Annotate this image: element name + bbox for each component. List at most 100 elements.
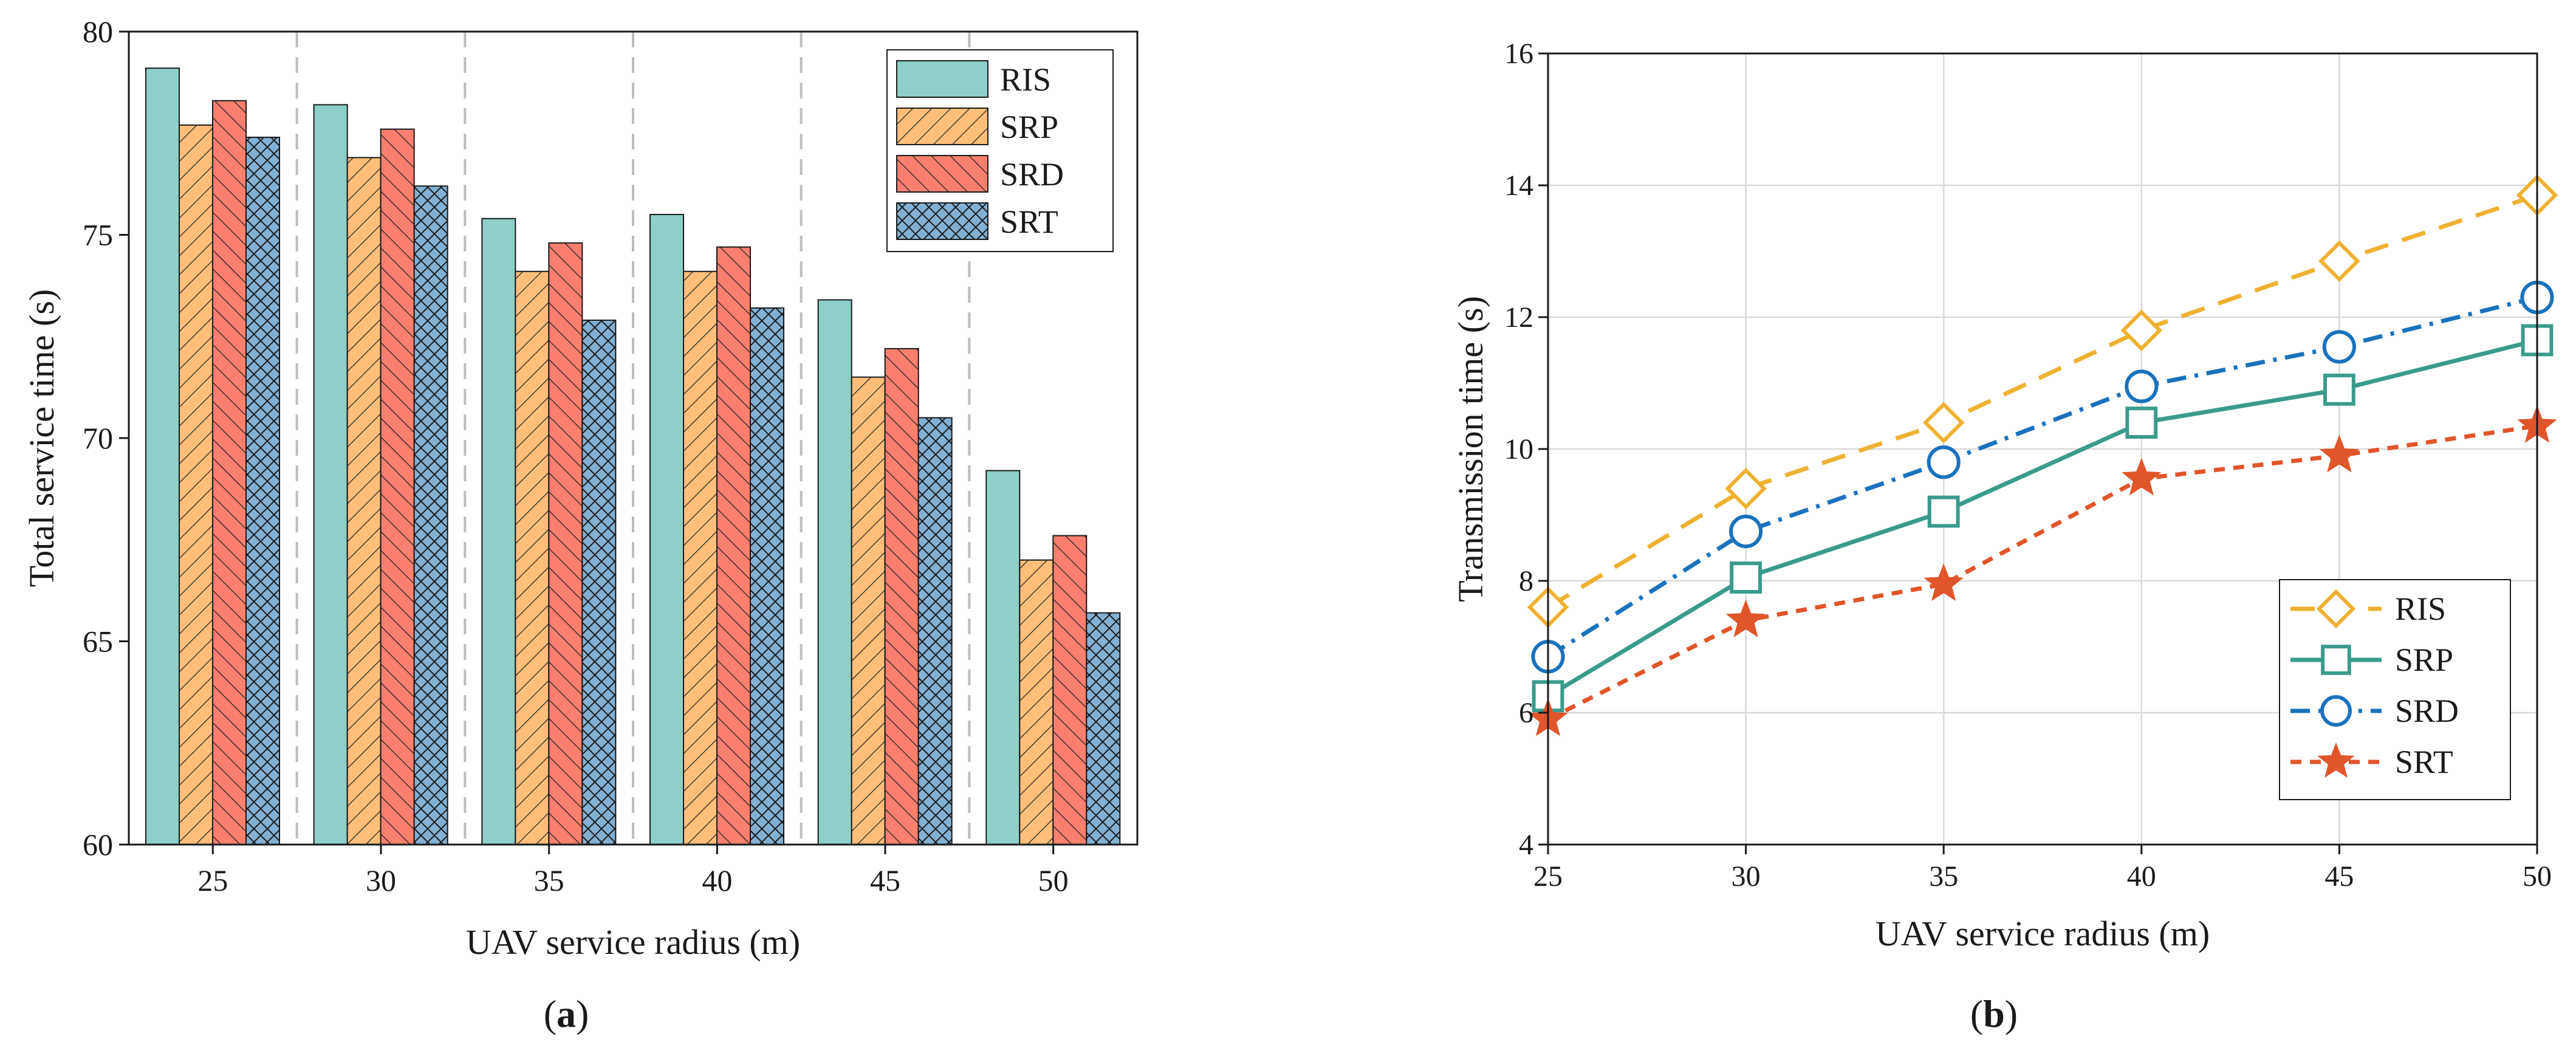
legend-entry-srd: SRD — [896, 155, 1064, 193]
series-ris — [1527, 174, 2558, 628]
bar-fill — [649, 214, 684, 845]
category-separators — [295, 32, 971, 845]
bar-ris-25 — [145, 67, 180, 846]
legend: RIS SRP SRD SRT — [886, 49, 1114, 252]
y-tick-label: 65 — [83, 625, 113, 659]
marker-square — [2323, 373, 2355, 406]
y-tick-label: 70 — [83, 421, 113, 455]
x-tick-label: 40 — [702, 863, 732, 897]
bar-hatch — [1086, 612, 1120, 845]
x-tick-label: 45 — [2324, 860, 2354, 893]
axes: 4 6 8 10 12 14 16 25 30 35 40 45 50 — [1504, 38, 2552, 893]
marker-star — [1725, 599, 1766, 637]
y-tick-label: 75 — [83, 218, 113, 252]
x-tick-label: 25 — [1533, 860, 1563, 893]
bar-srt-45 — [917, 417, 953, 845]
bar-ris-30 — [313, 104, 348, 845]
legend-entry-srt: SRT — [896, 202, 1058, 240]
marker-diamond — [1725, 467, 1767, 510]
legend-entry-ris: RIS — [2290, 589, 2446, 629]
bar-ris-40 — [649, 214, 684, 845]
y-tick-label: 6 — [1519, 697, 1533, 729]
x-tick-label: 50 — [2523, 860, 2552, 893]
legend-label: SRP — [2395, 642, 2453, 678]
bar-ris-50 — [985, 470, 1021, 845]
bar-hatch — [380, 129, 414, 845]
bar-series-group — [145, 67, 1121, 846]
bar-hatch — [246, 137, 279, 845]
bar-hatch — [515, 271, 549, 845]
bar-hatch — [1019, 560, 1053, 845]
bar-hatch — [179, 125, 213, 845]
marker-circle — [1729, 515, 1763, 549]
bar-hatch — [582, 320, 616, 845]
y-axis-title: Total service time (s) — [22, 289, 61, 587]
bar-srp-45 — [851, 376, 886, 845]
marker-diamond — [2318, 240, 2360, 283]
bar-srt-50 — [1086, 612, 1121, 845]
bar-srp-40 — [683, 270, 718, 845]
bar-hatch — [549, 242, 583, 845]
series-srd — [1531, 280, 2554, 674]
marker-square — [2125, 406, 2158, 439]
marker-circle — [2322, 330, 2356, 364]
marker-square — [2321, 645, 2351, 675]
x-tick-label: 30 — [366, 863, 396, 897]
bar-srd-45 — [884, 348, 919, 845]
bar-hatch — [918, 417, 952, 845]
y-tick-label: 10 — [1504, 433, 1533, 465]
marker-square — [1730, 561, 1762, 594]
bar-srp-30 — [346, 157, 382, 845]
bar-hatch — [750, 307, 784, 845]
legend: RIS SRP SRD SRT — [2279, 579, 2511, 800]
y-tick-label: 12 — [1504, 301, 1533, 334]
marker-circle — [2125, 369, 2159, 403]
legend-label: SRD — [2395, 693, 2459, 729]
marker-circle — [2320, 695, 2352, 727]
x-tick-label: 50 — [1038, 863, 1069, 897]
panel-label-b: (b) — [1970, 992, 2018, 1035]
marker-star — [1923, 563, 1964, 602]
legend-label: SRT — [2395, 744, 2453, 780]
legend-entry-srd: SRD — [2290, 693, 2459, 729]
legend-entry-srp: SRP — [896, 108, 1058, 145]
bar-fill — [145, 67, 180, 846]
bar-fill — [481, 218, 516, 845]
bar-srd-25 — [212, 100, 247, 846]
series-line-srt — [1547, 423, 2538, 721]
legend-swatch — [896, 60, 988, 98]
marker-star — [2122, 458, 2162, 496]
y-tick-label: 8 — [1519, 565, 1533, 597]
x-tick-label: 35 — [534, 863, 564, 897]
panel-label-a: (a) — [544, 992, 589, 1035]
legend-label: SRT — [1000, 204, 1058, 240]
y-tick-label: 14 — [1504, 170, 1533, 202]
x-axis-title: UAV service radius (m) — [466, 922, 800, 962]
marker-square — [1927, 495, 1960, 528]
legend-entry-srp: SRP — [2290, 642, 2453, 678]
bar-hatch — [414, 186, 448, 845]
bar-srt-35 — [581, 319, 617, 845]
y-tick-label: 80 — [83, 15, 113, 49]
legend-label: RIS — [2395, 591, 2446, 627]
bar-ris-35 — [481, 218, 516, 845]
bar-ris-45 — [817, 299, 852, 846]
bar-srt-25 — [245, 136, 280, 846]
x-tick-label: 30 — [1732, 860, 1761, 893]
x-tick-label: 35 — [1929, 860, 1958, 893]
bar-srt-40 — [750, 307, 784, 846]
x-tick-label: 45 — [870, 863, 900, 897]
marker-diamond — [2316, 589, 2356, 629]
line-chart-transmission-time: 4 6 8 10 12 14 16 25 30 35 40 45 50 Transmission tim… — [1451, 38, 2558, 1035]
bar-hatch — [717, 247, 750, 845]
y-tick-label: 60 — [83, 828, 113, 862]
marker-diamond — [1922, 402, 1965, 444]
bar-hatch — [683, 271, 717, 845]
marker-star — [2317, 742, 2355, 778]
bar-srp-50 — [1019, 559, 1054, 845]
legend-swatch-hatch — [897, 203, 988, 239]
bar-fill — [985, 470, 1021, 845]
marker-diamond — [2120, 309, 2163, 351]
x-tick-label: 25 — [197, 863, 228, 897]
